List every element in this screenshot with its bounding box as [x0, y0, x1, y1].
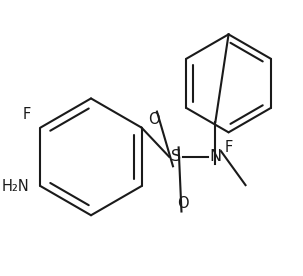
Text: N: N — [209, 149, 221, 164]
Text: F: F — [23, 107, 31, 122]
Text: H₂N: H₂N — [1, 179, 29, 193]
Text: O: O — [148, 112, 160, 127]
Text: S: S — [171, 149, 181, 164]
Text: F: F — [225, 140, 233, 155]
Text: O: O — [178, 197, 189, 211]
